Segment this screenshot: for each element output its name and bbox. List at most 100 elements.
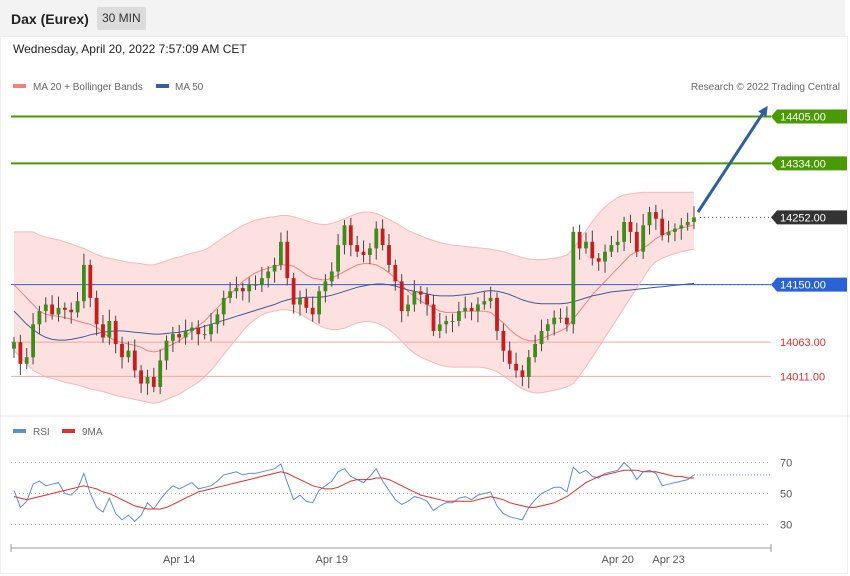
candle — [101, 315, 105, 343]
candle — [183, 319, 188, 345]
candle — [533, 334, 537, 363]
candle — [431, 295, 436, 337]
candle-body-down — [361, 251, 366, 255]
candle — [234, 276, 239, 299]
candle-body-down — [507, 350, 512, 364]
candle-body-up — [82, 264, 86, 302]
candle — [418, 286, 423, 304]
candle-body-up — [412, 291, 417, 305]
candle — [329, 262, 334, 287]
candle-body-up — [615, 241, 620, 246]
candle-body-down — [50, 304, 54, 315]
candle-body-up — [209, 324, 213, 335]
candle-body-up — [641, 225, 646, 252]
candle — [323, 274, 328, 303]
x-tick-label: Apr 14 — [163, 554, 195, 566]
candle — [291, 272, 296, 314]
chart-frame — [0, 36, 848, 574]
candle-body-up — [171, 334, 175, 341]
candle-body-up — [463, 307, 468, 312]
level-label-resistance: 14334.00 — [780, 158, 826, 170]
candle — [507, 341, 512, 370]
candle-body-up — [145, 377, 150, 384]
rsi-9ma-line — [13, 469, 694, 510]
candle-body-up — [12, 342, 16, 349]
candle-body-down — [132, 350, 137, 371]
candle — [298, 290, 302, 316]
candle-body-down — [285, 241, 290, 279]
candle — [387, 233, 391, 273]
candle — [463, 296, 468, 319]
candle — [164, 335, 169, 370]
candle-body-up — [56, 307, 61, 315]
candle-body-up — [31, 324, 35, 358]
candle — [272, 257, 277, 283]
candle-body-up — [603, 251, 607, 262]
candle-body-down — [577, 231, 582, 249]
candle — [590, 230, 595, 266]
candle — [615, 230, 620, 253]
candle-body-down — [565, 317, 569, 325]
candle-body-down — [380, 228, 385, 246]
candle — [342, 220, 347, 255]
candle-body-up — [260, 278, 264, 285]
candle — [120, 336, 124, 369]
candle — [628, 214, 633, 244]
candle-body-down — [196, 327, 201, 335]
candle — [215, 309, 220, 334]
candle-body-down — [393, 264, 398, 282]
rsi-tick-label: 70 — [780, 458, 792, 470]
candle — [368, 243, 372, 265]
candle-body-up — [647, 212, 652, 226]
rsi-lines — [13, 461, 771, 523]
candle-body-up — [336, 245, 340, 272]
candle-body-down — [120, 344, 124, 358]
candle-body-down — [660, 218, 665, 236]
rsi-tick-label: 50 — [780, 489, 792, 501]
legend-ma20-swatch — [13, 84, 26, 88]
candle — [139, 365, 143, 393]
candle — [355, 235, 360, 257]
timeframe-button[interactable]: 30 MIN — [97, 7, 146, 30]
candle — [673, 223, 677, 242]
chart-header: Dax (Eurex) 30 MIN — [0, 0, 845, 36]
candle — [240, 282, 245, 301]
candle — [50, 295, 54, 320]
candle — [577, 224, 582, 260]
candle — [412, 280, 417, 312]
candle — [88, 259, 93, 308]
candle-body-up — [126, 350, 131, 358]
candle-body-down — [418, 291, 423, 295]
candle-body-up — [609, 245, 614, 252]
candle — [228, 282, 232, 304]
candle-body-down — [628, 222, 633, 232]
candle — [348, 218, 353, 257]
credit-text: Research © 2022 Trading Central — [691, 82, 840, 93]
legend-rsi-label: RSI — [33, 427, 50, 438]
candle — [609, 235, 614, 257]
candle — [444, 315, 449, 334]
ma20-line — [13, 224, 695, 353]
candle-body-down — [514, 363, 518, 371]
candle-body-down — [399, 281, 404, 312]
candle — [437, 313, 442, 339]
candle-body-down — [69, 309, 74, 313]
candle — [336, 233, 340, 279]
candle-body-down — [139, 370, 143, 384]
candle-body-down — [177, 334, 182, 338]
candle-body-down — [88, 264, 93, 298]
candle-body-up — [545, 324, 550, 331]
candle-body-up — [558, 317, 563, 319]
candle — [393, 259, 398, 291]
legend-rsi-swatch — [13, 429, 26, 433]
rsi-line — [13, 461, 695, 523]
level-label-support: 14011.00 — [780, 371, 825, 383]
candle-body-down — [94, 297, 99, 325]
candle-body-down — [431, 304, 436, 331]
candle — [171, 326, 175, 352]
candle-body-up — [476, 304, 480, 312]
candle — [380, 219, 385, 251]
candle-body-up — [107, 321, 112, 338]
candle-body-down — [310, 307, 315, 315]
candlesticks — [12, 204, 696, 395]
